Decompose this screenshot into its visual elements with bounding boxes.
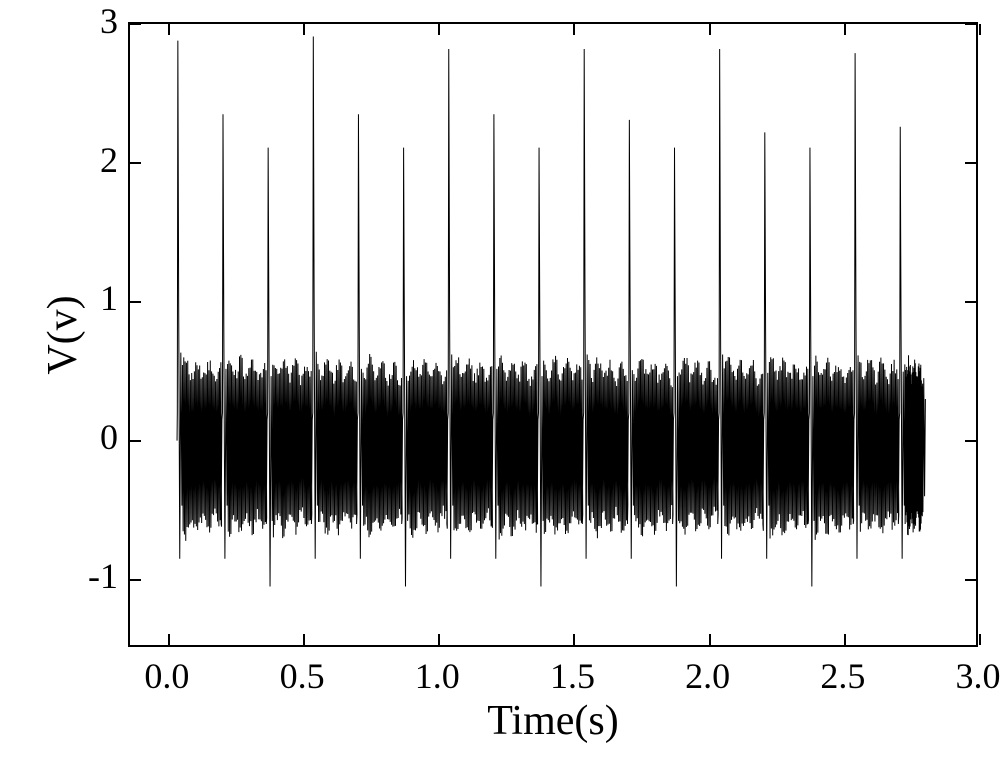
- y-tick: [130, 162, 141, 164]
- x-tick-label: 2.5: [798, 655, 888, 697]
- x-tick: [709, 634, 711, 645]
- x-tick: [303, 24, 305, 35]
- y-tick: [130, 440, 141, 442]
- x-axis-label: Time(s): [403, 697, 703, 745]
- signal-trace: [130, 24, 980, 649]
- y-tick: [965, 579, 976, 581]
- x-tick: [844, 24, 846, 35]
- x-tick: [168, 634, 170, 645]
- x-tick-label: 2.0: [663, 655, 753, 697]
- x-tick: [303, 634, 305, 645]
- y-axis-label: V(v): [39, 235, 87, 435]
- y-tick: [130, 301, 141, 303]
- x-tick-label: 0.5: [257, 655, 347, 697]
- y-tick-label: 3: [48, 0, 118, 42]
- y-tick: [965, 440, 976, 442]
- y-tick: [130, 579, 141, 581]
- x-tick: [573, 634, 575, 645]
- x-tick: [438, 634, 440, 645]
- y-tick-label: 1: [48, 277, 118, 319]
- x-tick-label: 3.0: [933, 655, 1000, 697]
- y-tick-label: 2: [48, 139, 118, 181]
- x-tick: [979, 634, 981, 645]
- x-tick: [709, 24, 711, 35]
- x-tick: [844, 634, 846, 645]
- x-tick-label: 1.5: [527, 655, 617, 697]
- plot-area: [130, 24, 980, 649]
- x-tick-label: 1.0: [392, 655, 482, 697]
- x-tick: [979, 24, 981, 35]
- voltage-trace: [177, 37, 925, 587]
- x-tick: [168, 24, 170, 35]
- y-tick-label: -1: [48, 555, 118, 597]
- y-tick-label: 0: [48, 416, 118, 458]
- chart-frame: [128, 22, 978, 647]
- y-tick: [965, 23, 976, 25]
- x-tick: [573, 24, 575, 35]
- y-tick: [130, 23, 141, 25]
- x-tick-label: 0.0: [122, 655, 212, 697]
- y-tick: [965, 301, 976, 303]
- x-tick: [438, 24, 440, 35]
- y-tick: [965, 162, 976, 164]
